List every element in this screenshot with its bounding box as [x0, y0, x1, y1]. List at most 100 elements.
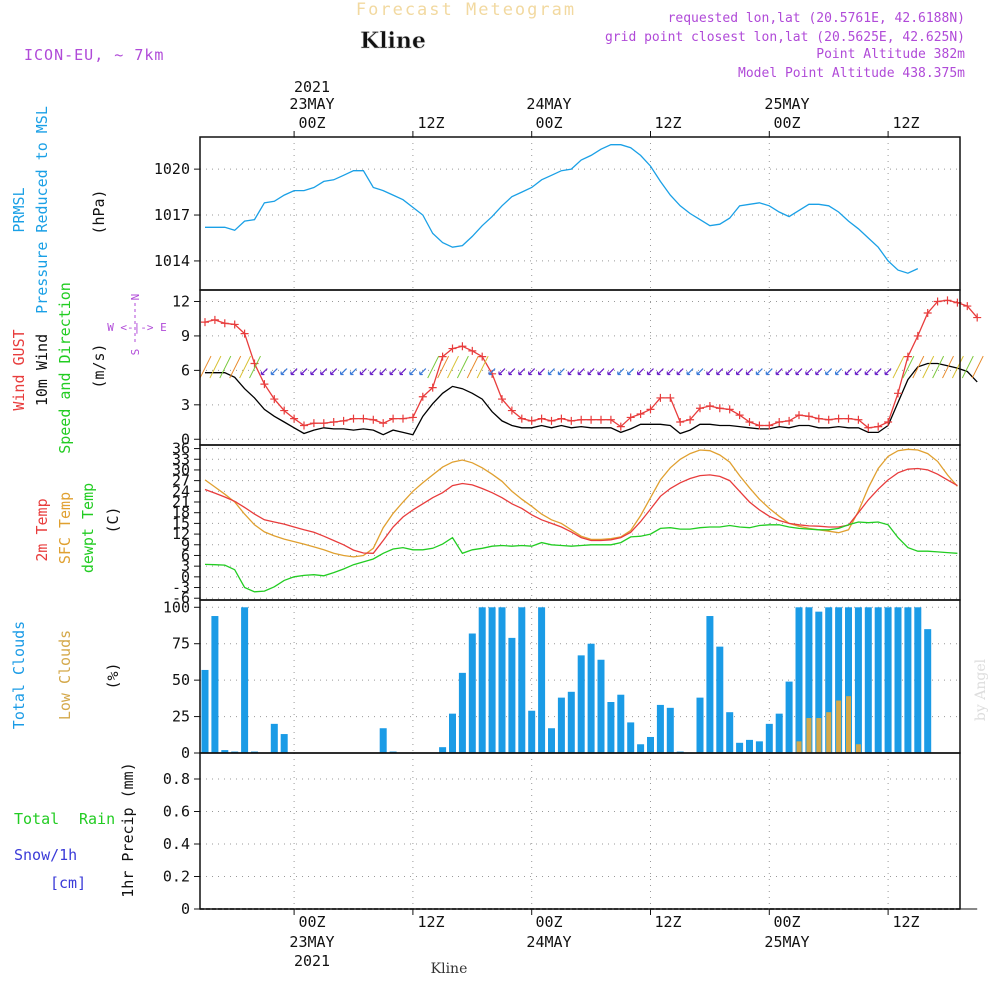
wind-gust-marker-64 — [834, 414, 843, 423]
total-cloud-bar-42 — [617, 694, 625, 753]
temp-y-tick-label-2: 0 — [181, 568, 190, 586]
top-day-label-2: 24MAY — [526, 95, 571, 113]
wind-gust-marker-75 — [943, 296, 952, 305]
wind-direction-arrow-55 — [745, 368, 753, 376]
wind-gust-line — [204, 299, 978, 429]
precip-panel-frame — [199, 752, 961, 910]
wind-direction-arrow-10 — [300, 368, 308, 376]
temp-y-tick-label-11: 27 — [172, 472, 190, 490]
pressure-labels: PRMSL Pressure Reduced to MSL (hPa) — [10, 106, 108, 314]
wind-direction-arrow-60 — [795, 368, 803, 376]
wind-direction-arrow-12 — [320, 368, 328, 376]
total-cloud-bar-18 — [379, 728, 387, 753]
snow-label: Snow/1h — [14, 846, 77, 864]
compass-west-east: W <-|-> E — [107, 321, 167, 334]
total-cloud-bar-64 — [835, 607, 843, 753]
temp-y-tick-label-7: 15 — [172, 514, 190, 532]
wind-gust-marker-36 — [557, 414, 566, 423]
wind-gust-marker-54 — [735, 411, 744, 420]
total-cloud-bar-65 — [845, 607, 852, 753]
wind-gust-marker-20 — [399, 414, 407, 423]
wind-gust-marker-47 — [666, 393, 675, 402]
wind-direction-arrow-72 — [912, 355, 925, 379]
total-cloud-bar-26 — [458, 672, 466, 753]
temp-y-tick-label-5: 9 — [181, 536, 190, 554]
total-cloud-bar-8 — [280, 734, 288, 753]
wind-gust-marker-8 — [280, 406, 289, 415]
wind-gust-marker-38 — [577, 415, 586, 424]
wind-gust-marker-65 — [844, 414, 853, 423]
top-day-label-1: 23MAY — [289, 95, 334, 113]
total-cloud-bar-60 — [795, 607, 803, 753]
pressure-panel-frame — [199, 136, 961, 291]
wind-direction-arrow-33 — [528, 368, 536, 376]
wind-gust-marker-28 — [478, 352, 487, 361]
total-label: Total — [14, 810, 59, 828]
clouds-y-tick-label-2: 50 — [172, 671, 190, 689]
top-tick-label-1: 00Z — [298, 114, 325, 132]
wind-gust-marker-41 — [606, 415, 615, 424]
watermark: by Angel — [973, 658, 989, 721]
celsius-unit-label: (C) — [104, 506, 122, 533]
dewpoint-line — [204, 521, 958, 593]
wind-direction-arrow-38 — [577, 368, 585, 376]
wind-direction-arrow-58 — [775, 368, 783, 376]
bottom-tick-label-6: 12Z — [892, 913, 919, 931]
wind-direction-arrow-29 — [488, 368, 496, 376]
total-cloud-bar-1 — [211, 616, 219, 753]
low-cloud-bar-65 — [846, 696, 851, 753]
total-cloud-bar-40 — [597, 659, 605, 753]
bottom-tick-label-1: 00Z — [298, 913, 325, 931]
grid-layer: 101410171020036912-6-3036912151821242730… — [154, 137, 960, 918]
total-cloud-bar-67 — [864, 607, 872, 753]
wind-gust-marker-57 — [765, 421, 774, 430]
wind-y-tick-label-1: 3 — [181, 396, 190, 414]
compass-north: N — [129, 294, 142, 301]
wind-direction-arrow-54 — [736, 368, 744, 376]
wind-gust-marker-58 — [775, 418, 784, 427]
total-cloud-bar-33 — [528, 710, 536, 753]
wind-gust-marker-21 — [408, 413, 417, 422]
wind-direction-arrow-62 — [815, 368, 823, 376]
wind-direction-arrow-6 — [260, 368, 268, 376]
pressure-y-tick-label-0: 1014 — [154, 252, 190, 270]
wind-direction-arrow-65 — [844, 368, 852, 376]
total-cloud-bar-31 — [508, 637, 516, 753]
precip-labels: Total Rain Snow/1h [cm] 1hr Precip (mm) — [14, 762, 137, 897]
footer-location: Kline — [431, 961, 468, 977]
cm-unit-label: [cm] — [50, 874, 86, 892]
wind-direction-arrow-21 — [409, 368, 417, 376]
cloud-labels: Total Clouds Low Clouds (%) — [10, 621, 122, 729]
total-cloud-bar-32 — [518, 607, 526, 753]
wind-direction-arrow-52 — [716, 368, 724, 376]
total-cloud-bar-63 — [825, 607, 833, 753]
wind-gust-marker-2 — [220, 319, 229, 328]
total-cloud-bar-34 — [538, 607, 546, 753]
temp-y-tick-label-9: 21 — [172, 493, 190, 511]
total-cloud-bar-0 — [201, 669, 209, 753]
wind-gust-marker-61 — [804, 412, 813, 421]
top-time-axis: 2021 23MAY 24MAY 25MAY 00Z 12Z 00Z 12Z 0… — [289, 78, 919, 132]
bottom-time-axis: 00Z 12Z 00Z 12Z 00Z 12Z 23MAY 24MAY 25MA… — [289, 913, 919, 970]
temp-y-tick-label-14: 36 — [172, 440, 190, 458]
clouds-y-tick-label-4: 100 — [163, 598, 190, 616]
wind-gust-marker-32 — [517, 414, 526, 423]
wind-direction-arrow-32 — [518, 368, 526, 376]
low-cloud-bar-62 — [816, 718, 822, 753]
total-cloud-bar-30 — [498, 607, 506, 753]
low-cloud-bar-66 — [855, 744, 861, 753]
wind-gust-marker-74 — [933, 297, 942, 306]
top-tick-label-4: 12Z — [654, 114, 681, 132]
wind-direction-arrow-37 — [567, 368, 575, 376]
low-cloud-bar-64 — [836, 700, 842, 753]
total-cloud-bar-66 — [854, 607, 862, 753]
wind-gust-marker-14 — [339, 416, 348, 425]
point-altitude: Point Altitude 382m — [816, 47, 965, 62]
top-tick-label-5: 00Z — [773, 114, 800, 132]
total-cloud-bar-72 — [914, 607, 922, 753]
wind-direction-arrow-4 — [239, 355, 252, 379]
wind-direction-arrow-61 — [805, 368, 813, 376]
wind-direction-arrow-7 — [270, 368, 278, 376]
total-clouds-label: Total Clouds — [10, 621, 28, 729]
wind-direction-arrow-35 — [547, 368, 555, 376]
